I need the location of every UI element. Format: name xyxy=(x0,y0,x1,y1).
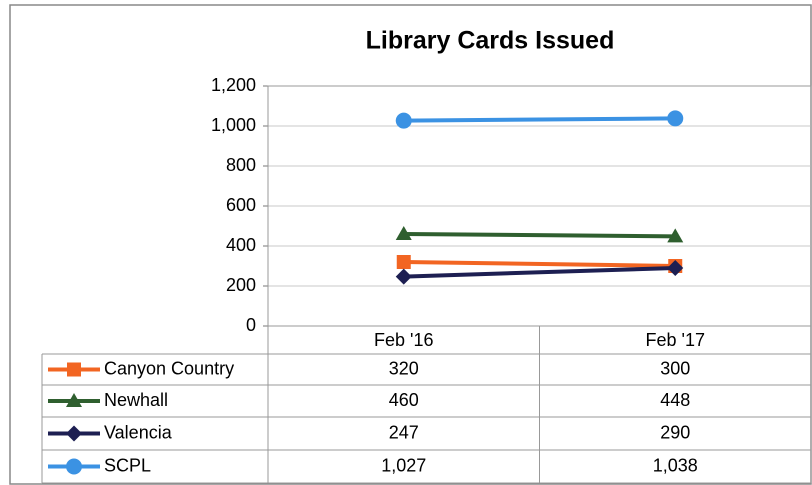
y-tick-label: 200 xyxy=(226,275,256,295)
series-line xyxy=(403,232,676,239)
y-tick-label: 600 xyxy=(226,195,256,215)
legend-label: Valencia xyxy=(104,422,173,442)
chart-title: Library Cards Issued xyxy=(366,27,615,55)
y-tick-label: 1,000 xyxy=(211,115,256,135)
data-point xyxy=(395,226,412,240)
y-tick-label: 1,200 xyxy=(211,75,256,95)
legend-label: SCPL xyxy=(104,455,151,475)
data-point xyxy=(667,228,684,243)
table-value: 290 xyxy=(660,422,690,442)
table-value: 320 xyxy=(389,358,419,378)
series-line xyxy=(403,260,676,268)
table-value: 1,038 xyxy=(653,455,698,475)
x-tick-label: Feb '17 xyxy=(646,330,705,350)
legend-label: Canyon Country xyxy=(104,358,234,378)
legend-marker xyxy=(66,425,82,442)
legend-marker xyxy=(66,458,82,475)
table-value: 460 xyxy=(389,390,419,410)
series-line xyxy=(403,116,676,123)
table-value: 448 xyxy=(660,390,690,410)
data-point xyxy=(396,255,411,269)
data-point xyxy=(395,112,412,129)
table-value: 247 xyxy=(389,422,419,442)
legend-label: Newhall xyxy=(104,390,168,410)
y-tick-label: 800 xyxy=(226,155,256,175)
data-point xyxy=(667,260,684,276)
legend-marker xyxy=(66,393,82,407)
y-tick-label: 400 xyxy=(226,235,256,255)
chart-frame xyxy=(9,4,812,485)
data-point xyxy=(395,268,412,285)
x-tick-label: Feb '16 xyxy=(374,330,433,350)
data-point xyxy=(667,110,684,127)
table-value: 300 xyxy=(660,358,690,378)
legend-marker xyxy=(67,362,81,377)
table-value: 1,027 xyxy=(381,455,426,475)
series-line xyxy=(403,266,676,279)
y-tick-label: 0 xyxy=(246,315,256,335)
